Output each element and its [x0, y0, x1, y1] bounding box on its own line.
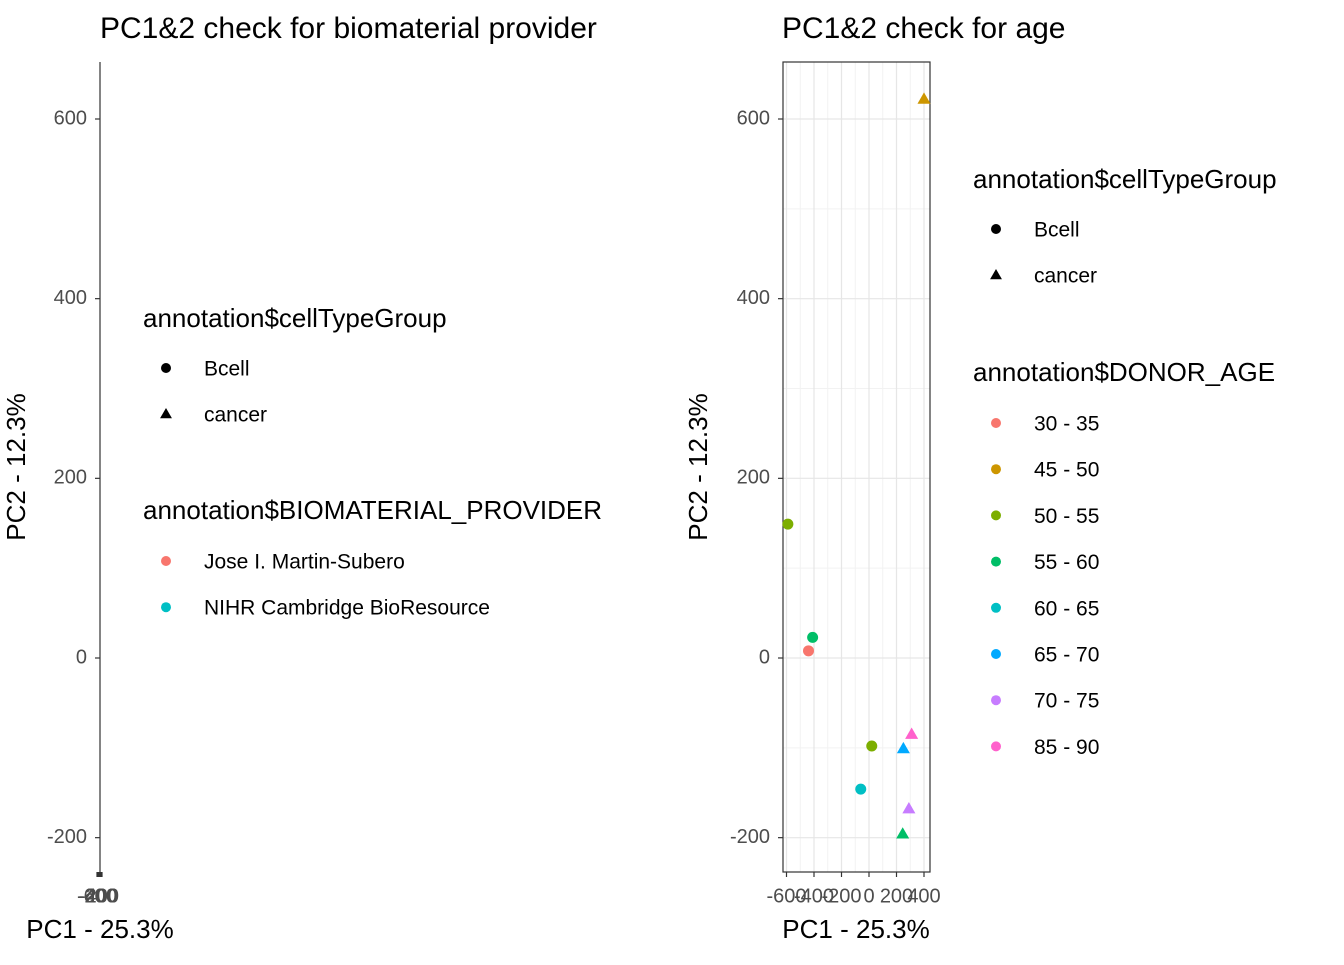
legend-key	[991, 695, 1001, 706]
x-tick-label: 400	[907, 885, 940, 907]
legend-label: Jose I. Martin-Subero	[204, 551, 405, 574]
legend-title: annotation$cellTypeGroup	[973, 164, 1277, 194]
data-point	[803, 645, 814, 657]
legend-2: annotation$DONOR_AGE 30 - 35 45 - 50 50 - 5…	[973, 357, 1275, 759]
legend-label: 50 - 55	[1034, 505, 1099, 528]
legend-key	[991, 741, 1001, 752]
legend-key	[991, 510, 1001, 521]
y-tick-label: 400	[54, 287, 87, 309]
x-tick-label: -400	[78, 885, 118, 907]
x-tick-label: 400	[85, 885, 118, 907]
legend-label: NIHR Cambridge BioResource	[204, 597, 490, 620]
legend-key	[991, 224, 1001, 234]
legend-key	[991, 602, 1001, 613]
legend-1: annotation$cellTypeGroup Bcell cancer	[143, 303, 447, 427]
data-point	[896, 741, 910, 754]
data-point	[866, 740, 878, 752]
legend-label: 85 - 90	[1034, 736, 1099, 759]
x-tick-label: 200	[84, 885, 117, 907]
legend-label: Bcell	[204, 358, 250, 381]
y-tick-label: -200	[730, 826, 770, 848]
y-tick-label: 0	[76, 646, 87, 668]
x-axis-label: PC1 - 25.3%	[26, 914, 173, 944]
chart-title: PC1&2 check for age	[782, 12, 1066, 45]
legend-title: annotation$DONOR_AGE	[973, 357, 1275, 387]
x-tick-label: -200	[79, 885, 119, 907]
y-axis-label: PC2 - 12.3%	[1, 393, 31, 540]
x-tick-label: 0	[94, 885, 105, 907]
legend-label: 60 - 65	[1034, 597, 1099, 620]
y-tick-label: 200	[54, 467, 87, 489]
legend-label: Bcell	[1034, 219, 1080, 242]
legend-title: annotation$cellTypeGroup	[143, 303, 447, 333]
plot-border	[782, 61, 931, 873]
chart-title: PC1&2 check for biomaterial provider	[100, 12, 597, 45]
x-tick-label: -200	[821, 885, 861, 907]
x-tick-label: -400	[794, 885, 834, 907]
legend-label: 65 - 70	[1034, 644, 1099, 667]
legend-key	[991, 649, 1001, 659]
legend-label: cancer	[1034, 265, 1097, 288]
legend-key	[991, 464, 1001, 475]
data-point	[782, 518, 794, 530]
data-point	[902, 802, 916, 814]
legend-label: 30 - 35	[1034, 413, 1099, 436]
legend-label: cancer	[204, 404, 267, 427]
y-tick-label: 400	[737, 287, 770, 309]
legend-key	[160, 407, 172, 419]
data-point	[917, 92, 931, 104]
data-point	[855, 783, 867, 795]
legend-key	[990, 268, 1002, 280]
legend-label: 45 - 50	[1034, 459, 1099, 482]
legend-key	[991, 418, 1001, 428]
data-point	[896, 827, 910, 839]
y-axis-label: PC2 - 12.3%	[683, 393, 713, 540]
data-point	[905, 727, 919, 739]
y-tick-label: 200	[737, 467, 770, 489]
x-tick-label: -600	[766, 885, 806, 907]
legend-label: 70 - 75	[1034, 690, 1099, 713]
legend-2: annotation$BIOMATERIAL_PROVIDER Jose I. M…	[143, 495, 602, 620]
x-tick-label: 0	[863, 885, 874, 907]
chart-panel-1: PC1&2 check for biomaterial provider -200…	[1, 12, 602, 944]
legend-key	[161, 602, 171, 613]
legend-label: 55 - 60	[1034, 551, 1099, 574]
y-tick-label: 600	[54, 107, 87, 129]
plot-background	[783, 62, 930, 872]
x-tick-label: -600	[77, 885, 117, 907]
legend-title: annotation$BIOMATERIAL_PROVIDER	[143, 495, 602, 525]
x-axis-label: PC1 - 25.3%	[782, 914, 929, 944]
data-point	[807, 631, 819, 643]
chart-panel-2: PC1&2 check for age-2000200400600-600-40…	[683, 12, 1277, 944]
y-tick-label: -200	[47, 826, 87, 848]
legend-key	[161, 556, 171, 566]
legend-key	[161, 363, 171, 373]
y-tick-label: 0	[759, 646, 770, 668]
legend-1: annotation$cellTypeGroup Bcell cancer	[973, 164, 1277, 288]
x-tick-label: 200	[880, 885, 913, 907]
y-tick-label: 600	[737, 107, 770, 129]
legend-key	[991, 556, 1001, 567]
